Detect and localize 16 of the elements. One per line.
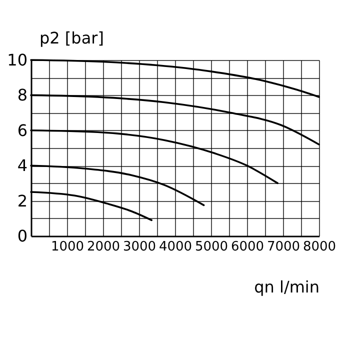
x-axis-title: qn l/min (254, 278, 320, 296)
x-tick-label: 6000 (230, 240, 264, 254)
y-tick-label: 0 (17, 226, 28, 246)
y-tick-label: 10 (7, 50, 28, 70)
x-tick-label: 1000 (50, 240, 84, 254)
x-tick-label: 2000 (86, 240, 120, 254)
x-tick-label: 4000 (158, 240, 192, 254)
y-tick-label: 8 (17, 86, 28, 105)
y-tick-label: 6 (17, 120, 28, 140)
x-tick-label: 7000 (266, 240, 300, 254)
y-tick-label: 2 (17, 191, 28, 210)
y-axis-title: p2 [bar] (40, 28, 104, 48)
x-tick-label: 5000 (194, 240, 228, 254)
y-tick-label: 4 (17, 156, 28, 176)
x-tick-label: 8000 (302, 240, 336, 254)
x-tick-label: 3000 (122, 240, 156, 254)
